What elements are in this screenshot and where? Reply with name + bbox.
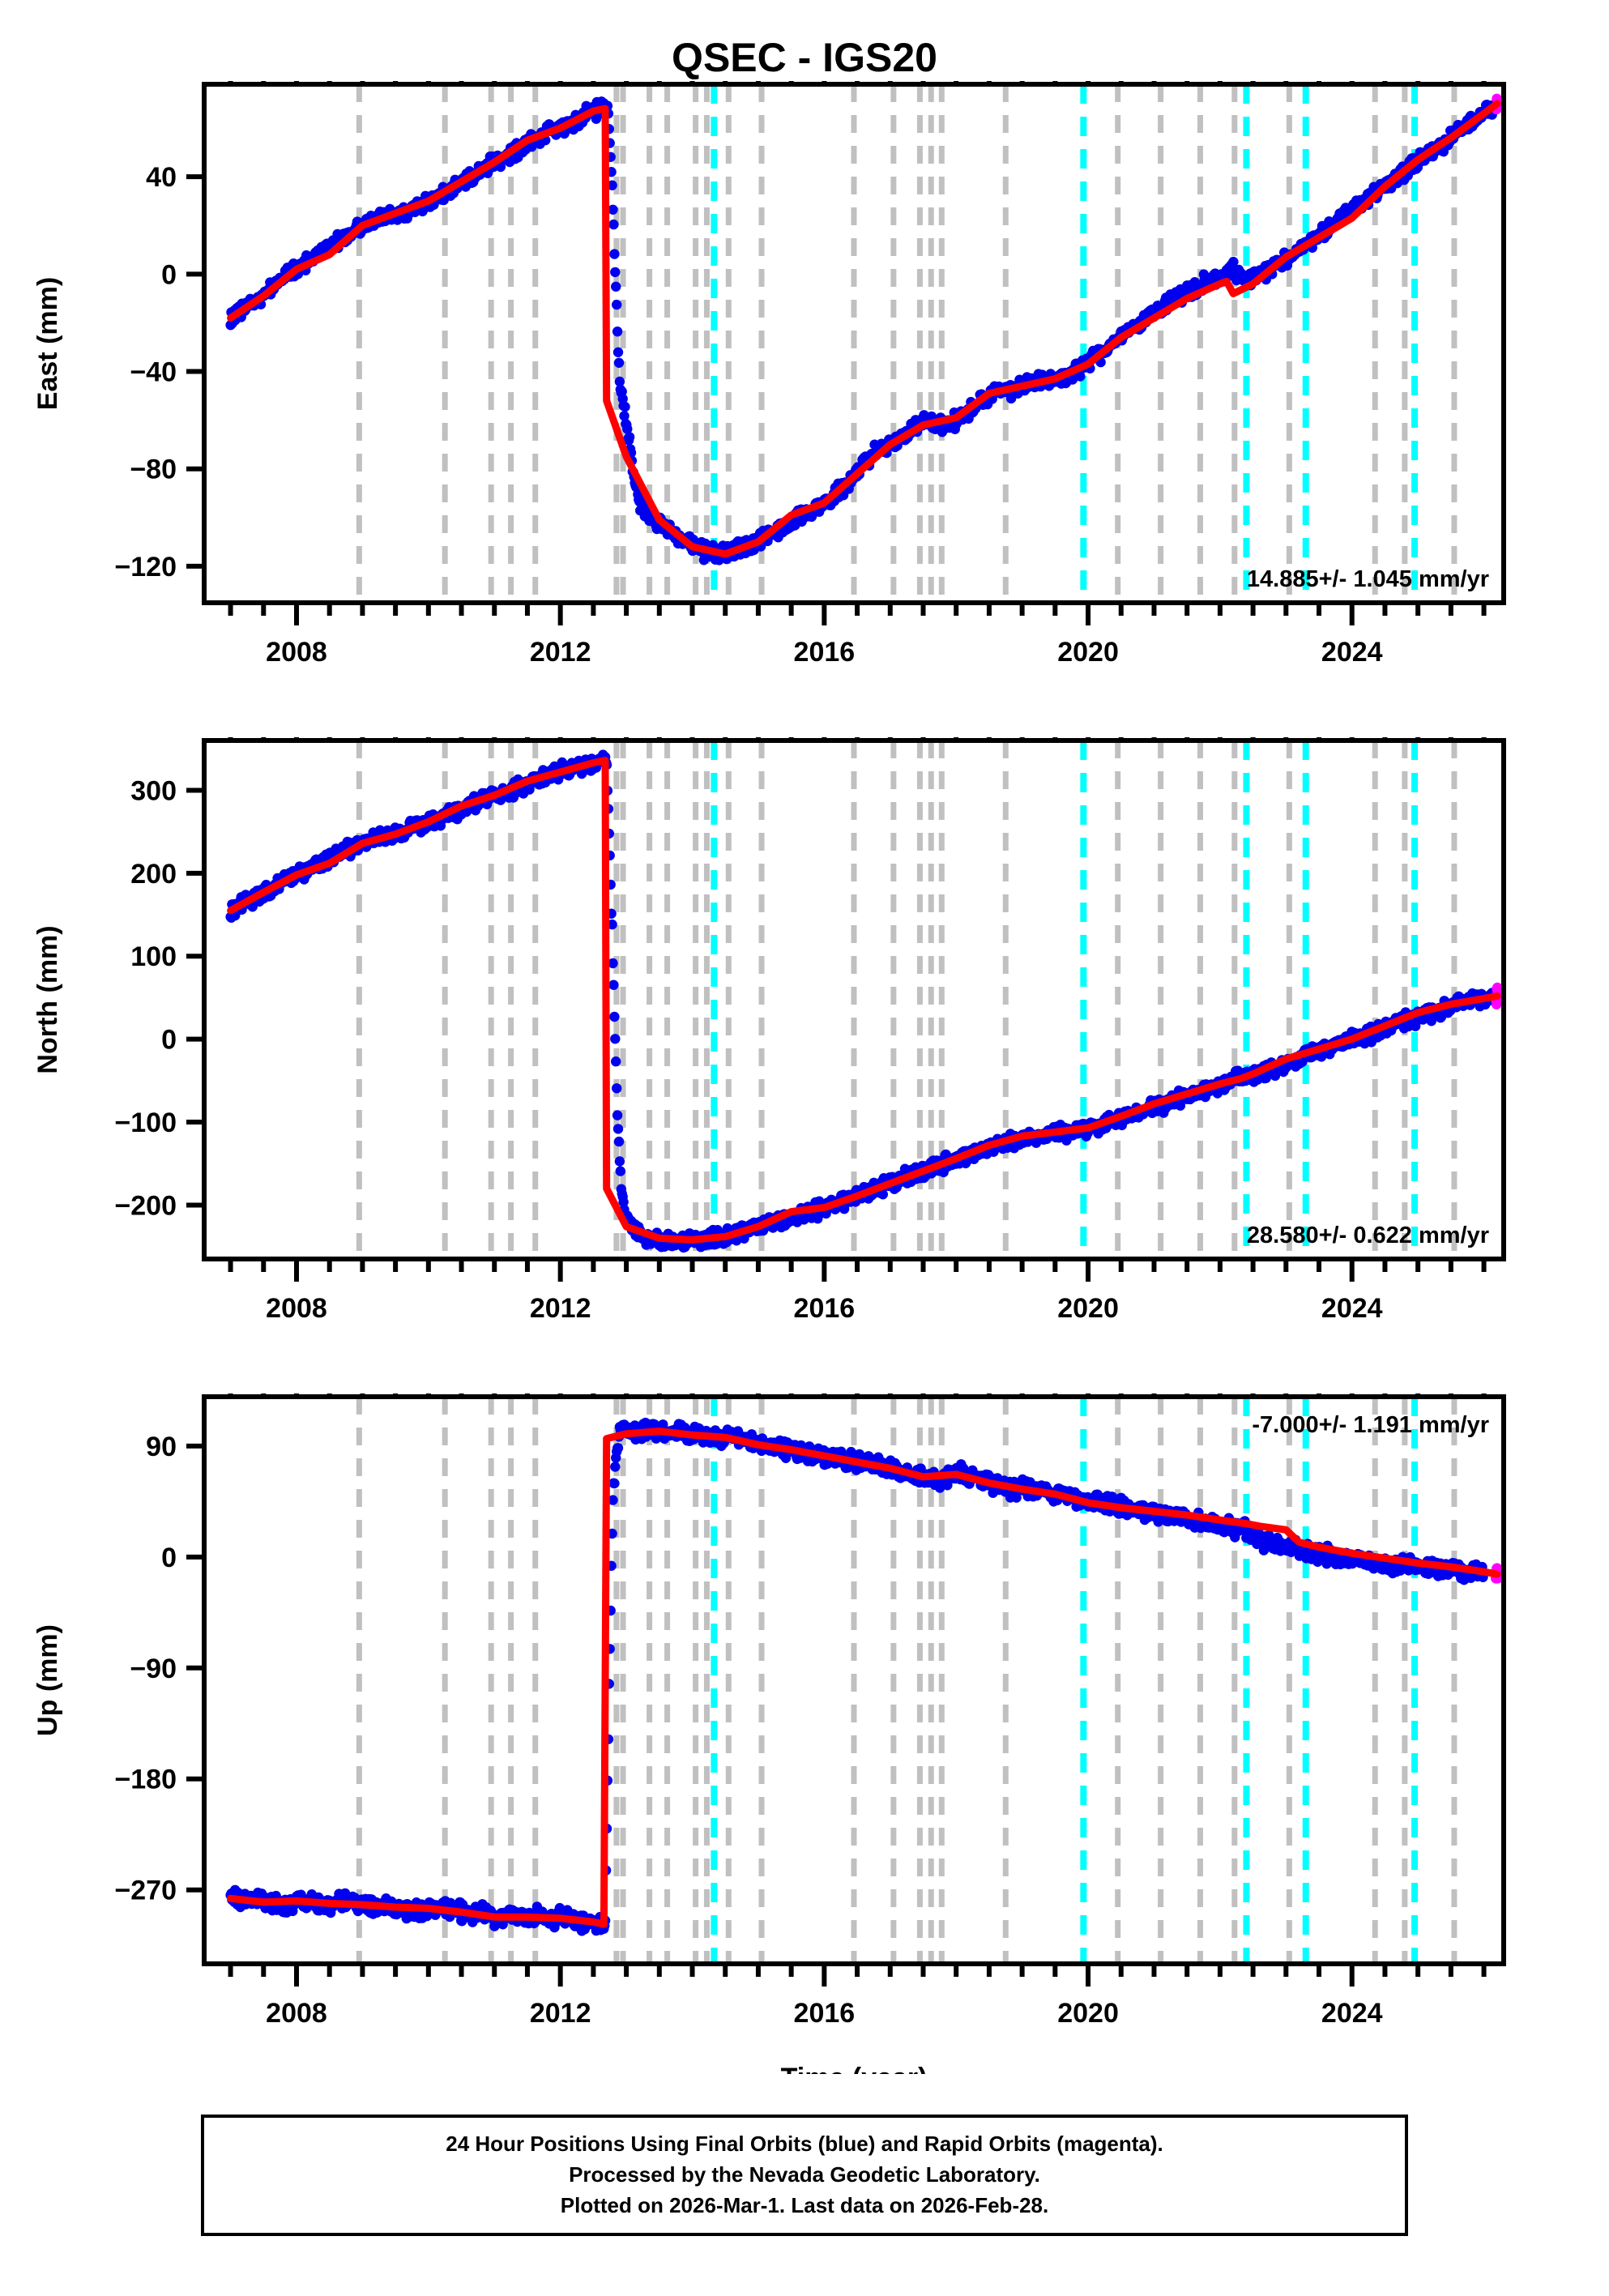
data-point — [607, 919, 617, 930]
data-point — [614, 1156, 625, 1167]
y-axis-title: East (mm) — [32, 277, 63, 410]
data-point — [1228, 256, 1239, 267]
step-lines-cyan — [711, 740, 1419, 1259]
chart-north: 300 200 100 0 −100 −200 North (mm) 2008 2012 2016… — [32, 737, 1506, 1324]
axis-frame — [202, 82, 1506, 605]
data-point — [619, 411, 630, 421]
x-tick-label: 2012 — [530, 1293, 591, 1324]
y-axis: 300 200 100 0 −100 −200 — [114, 775, 204, 1221]
x-tick-label: 2016 — [794, 637, 856, 668]
data-point — [612, 1443, 624, 1453]
y-tick-label: 300 — [130, 775, 177, 806]
data-point — [620, 401, 630, 412]
data-point — [612, 1110, 623, 1120]
step-lines-cyan — [711, 84, 1419, 603]
data-point — [611, 281, 621, 292]
data-point — [1075, 371, 1086, 382]
data-point — [1297, 1056, 1308, 1067]
panel-east: 40 0 −40 −80 −120 East (mm) 2008 2012 2016 2020 20… — [0, 81, 1609, 668]
y-axis: 40 0 −40 −80 −120 — [114, 162, 204, 583]
data-point — [799, 1214, 809, 1225]
y-tick-label: 200 — [130, 859, 177, 890]
fit-line — [227, 100, 1501, 558]
data-point — [609, 1478, 620, 1489]
x-tick-label: 2012 — [530, 637, 591, 668]
data-point — [613, 357, 625, 368]
y-tick-label: 0 — [161, 259, 177, 290]
data-point — [622, 424, 633, 434]
data-point — [1011, 1492, 1022, 1503]
data-point — [612, 347, 624, 357]
data-point — [877, 1189, 889, 1200]
data-point — [1175, 1100, 1186, 1111]
data-point — [610, 1462, 621, 1472]
rate-label-east: 14.885+/- 1.045 mm/yr — [1247, 566, 1489, 592]
data-point — [614, 376, 625, 387]
data-point — [608, 958, 618, 969]
y-tick-label: −120 — [114, 552, 177, 583]
x-tick-label: 2008 — [266, 637, 327, 668]
x-axis: 2008 2012 2016 2020 2024 — [228, 737, 1487, 1324]
x-axis: 2008 2012 2016 2020 2024 — [228, 81, 1487, 668]
data-point — [612, 1083, 622, 1094]
data-point — [608, 1495, 618, 1505]
x-tick-label: 2020 — [1057, 1293, 1119, 1324]
data-point — [612, 299, 622, 310]
y-tick-label: 0 — [161, 1025, 177, 1056]
panel-north: 300 200 100 0 −100 −200 North (mm) 2008 2012 2016… — [0, 737, 1609, 1324]
panel-up: 90 0 −90 −180 −270 Up (mm) 2008 2012 2016 2020 202… — [0, 1393, 1609, 2074]
data-point — [615, 1166, 625, 1176]
x-tick-label: 2024 — [1321, 637, 1383, 668]
data-point — [611, 1056, 621, 1067]
x-tick-label: 2020 — [1057, 637, 1119, 668]
y-axis-title: North (mm) — [32, 925, 63, 1073]
data-point — [617, 386, 627, 397]
data-point — [612, 326, 623, 337]
step-lines-gray — [356, 84, 1457, 603]
x-tick-label: 2016 — [794, 1293, 856, 1324]
data-point — [612, 1124, 624, 1134]
data-point — [608, 204, 618, 215]
data-point — [609, 249, 620, 259]
axis-frame — [202, 738, 1506, 1261]
data-point — [618, 1197, 629, 1207]
data-point — [609, 1011, 620, 1022]
y-tick-label: −100 — [114, 1107, 177, 1138]
data-point — [608, 979, 619, 990]
y-tick-label: −80 — [130, 455, 177, 485]
step-lines-cyan — [711, 1397, 1419, 1964]
data-point — [608, 219, 619, 230]
y-tick-label: 40 — [146, 162, 177, 193]
x-tick-label: 2024 — [1321, 1293, 1383, 1324]
data-point — [607, 180, 617, 190]
data-point — [610, 267, 621, 278]
y-tick-label: −40 — [130, 357, 177, 388]
fit-line — [227, 757, 1501, 1244]
data-point — [624, 432, 635, 442]
data-point — [610, 1034, 621, 1044]
page-title: QSEC - IGS20 — [672, 35, 937, 80]
y-tick-label: 100 — [130, 941, 177, 972]
data-point — [613, 1136, 625, 1147]
rate-label-north: 28.580+/- 0.622 mm/yr — [1247, 1223, 1489, 1248]
x-tick-label: 2008 — [266, 1293, 327, 1324]
y-tick-label: −200 — [114, 1190, 177, 1221]
